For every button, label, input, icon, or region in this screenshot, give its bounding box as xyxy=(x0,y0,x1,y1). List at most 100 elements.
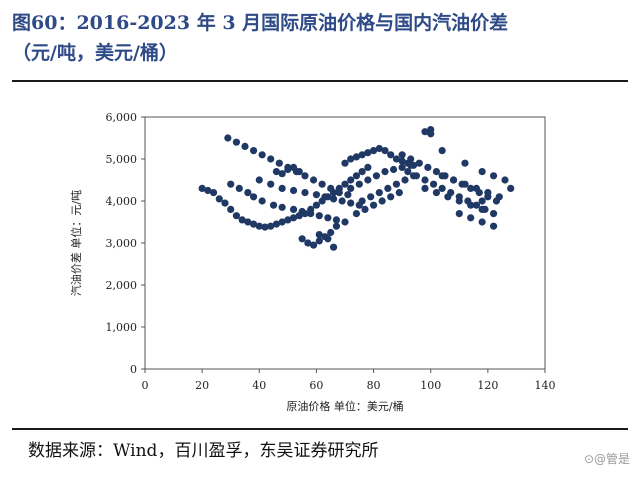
data-point xyxy=(255,176,263,184)
data-point xyxy=(364,149,372,157)
data-point xyxy=(478,218,486,226)
data-point xyxy=(501,176,509,184)
data-point xyxy=(347,176,355,184)
data-point xyxy=(484,189,492,197)
data-point xyxy=(232,138,241,146)
data-point xyxy=(381,147,389,155)
data-point xyxy=(261,223,269,231)
data-point xyxy=(489,210,498,218)
x-tick-label: 40 xyxy=(252,379,266,392)
data-point xyxy=(278,184,286,192)
data-point xyxy=(315,237,323,245)
data-point xyxy=(315,212,323,220)
data-point xyxy=(478,197,486,205)
data-point xyxy=(438,184,446,192)
data-point xyxy=(375,144,383,153)
data-point xyxy=(378,197,386,205)
data-point xyxy=(329,195,338,203)
data-point xyxy=(278,203,286,211)
data-point xyxy=(355,180,363,188)
scatter-points xyxy=(198,126,515,251)
data-point xyxy=(467,214,475,222)
data-point xyxy=(407,161,415,169)
y-tick-label: 1,000 xyxy=(106,321,138,334)
x-axis-label: 原油价格 单位：美元/桶 xyxy=(286,399,403,413)
y-tick-label: 6,000 xyxy=(106,111,138,124)
data-point xyxy=(267,180,275,188)
data-point xyxy=(315,231,323,239)
data-point xyxy=(358,197,366,205)
data-point xyxy=(204,186,212,195)
data-point xyxy=(338,197,346,205)
data-point xyxy=(421,128,429,136)
data-point xyxy=(421,176,429,184)
data-point xyxy=(278,218,286,226)
data-point xyxy=(241,142,249,150)
data-point xyxy=(398,157,406,165)
y-tick-label: 4,000 xyxy=(106,195,138,208)
plot-frame xyxy=(144,116,546,370)
data-point xyxy=(369,147,378,155)
data-point xyxy=(389,165,398,174)
y-tick-label: 2,000 xyxy=(106,279,138,292)
data-point xyxy=(352,210,361,218)
data-point xyxy=(381,168,389,176)
data-point xyxy=(427,126,435,134)
data-point xyxy=(432,168,441,176)
data-point xyxy=(429,180,438,188)
data-point xyxy=(341,180,349,188)
data-point xyxy=(372,172,381,180)
data-point xyxy=(392,180,401,188)
data-point xyxy=(295,168,303,176)
data-point xyxy=(324,235,332,243)
x-tick-label: 20 xyxy=(195,379,209,392)
data-point xyxy=(289,205,298,213)
data-point xyxy=(232,212,241,220)
data-point xyxy=(321,193,329,201)
data-point xyxy=(249,147,258,155)
data-point xyxy=(298,235,306,243)
y-axis-label: 汽油价差 单位：元/吨 xyxy=(69,190,83,296)
data-point xyxy=(304,239,312,247)
data-point xyxy=(392,155,401,163)
data-point xyxy=(269,201,278,209)
data-point xyxy=(249,220,258,228)
data-point xyxy=(344,191,352,199)
data-point xyxy=(387,193,395,201)
data-point xyxy=(361,205,369,213)
data-point xyxy=(258,151,266,159)
data-point xyxy=(209,189,218,197)
data-point xyxy=(267,155,275,163)
data-point xyxy=(227,205,235,213)
data-point xyxy=(289,186,298,195)
data-point xyxy=(398,151,406,159)
data-point xyxy=(255,222,263,230)
data-point xyxy=(341,218,349,226)
data-point xyxy=(198,184,206,192)
data-point xyxy=(272,220,281,228)
x-axis-ticks: 0 20 40 60 80 100 120 140 xyxy=(142,369,556,392)
data-point xyxy=(318,180,326,188)
top-rule xyxy=(12,80,628,82)
y-tick-label: 3,000 xyxy=(106,237,138,250)
data-point xyxy=(424,163,432,171)
data-point xyxy=(489,222,498,230)
data-point xyxy=(401,176,409,184)
data-point xyxy=(364,176,372,184)
figure-title: 图60：2016-2023 年 3 月国际原油价格与国内汽油价差 （元/吨，美元… xyxy=(12,8,632,68)
data-point xyxy=(307,210,315,218)
data-point xyxy=(489,172,498,180)
x-tick-label: 80 xyxy=(367,379,381,392)
data-point xyxy=(327,228,335,237)
data-point xyxy=(329,243,338,251)
data-point xyxy=(438,147,446,155)
data-point xyxy=(495,193,503,201)
data-point xyxy=(478,205,486,213)
data-point xyxy=(275,159,283,167)
data-point xyxy=(289,163,298,171)
data-point xyxy=(358,151,366,159)
data-point xyxy=(298,207,306,216)
watermark: ⊙@管是 xyxy=(583,452,630,466)
data-point xyxy=(461,180,469,188)
